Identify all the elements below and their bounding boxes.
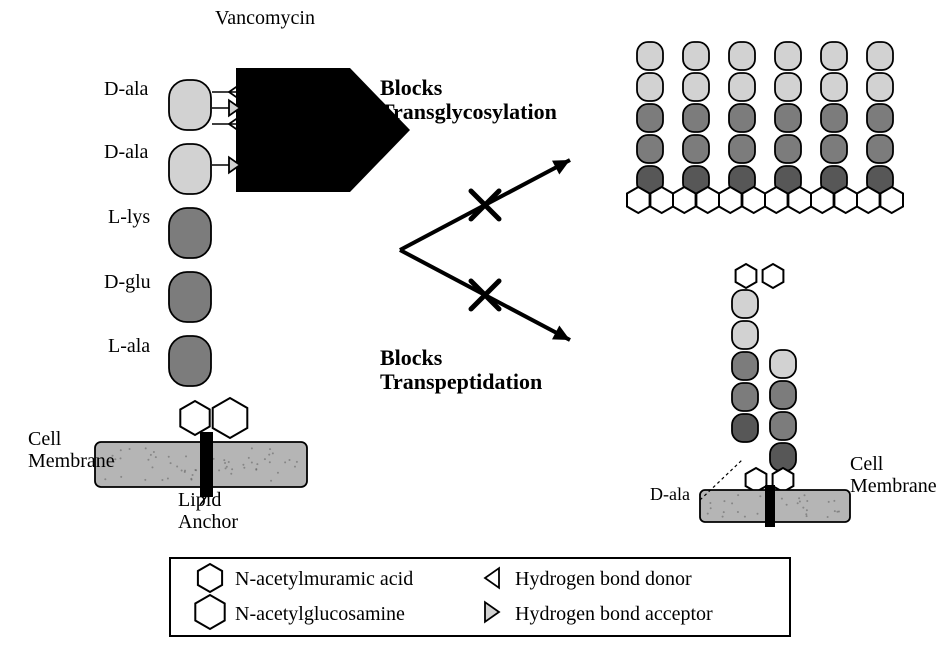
label-cell-membrane-left-line1: Cell [28, 428, 62, 450]
svg-text:Hydrogen bond donor: Hydrogen bond donor [515, 568, 692, 590]
diagram-stage: VancomycinD-alaD-alaL-lysD-gluL-alaCellM… [0, 0, 950, 649]
label-l-lys: L-lys [108, 206, 150, 228]
label-l-ala: L-ala [108, 335, 150, 357]
label-blocks-transglycosylation-line1: Blocks [380, 75, 443, 100]
label-cell-membrane-right-line1: Cell [850, 453, 884, 475]
label-cell-membrane-right-line2: Membrane [850, 475, 937, 497]
label-d-ala-1: D-ala [104, 78, 149, 100]
label-vancomycin: Vancomycin [215, 7, 315, 29]
svg-text:Hydrogen bond acceptor: Hydrogen bond acceptor [515, 603, 713, 625]
label-cell-membrane-left-line2: Membrane [28, 450, 115, 472]
svg-text:N-acetylglucosamine: N-acetylglucosamine [235, 603, 405, 625]
label-lipid-anchor-line2: Anchor [178, 511, 238, 533]
label-d-glu: D-glu [104, 271, 151, 293]
label-lipid-anchor-line1: Lipid [178, 489, 221, 511]
label-d-ala-2: D-ala [104, 141, 149, 163]
label-d-ala-right: D-ala [650, 484, 690, 504]
label-blocks-transpeptidation-line1: Blocks [380, 345, 443, 370]
diagram-svg: VancomycinD-alaD-alaL-lysD-gluL-alaCellM… [0, 0, 950, 649]
label-blocks-transglycosylation-line2: Transglycosylation [380, 99, 557, 124]
label-blocks-transpeptidation-line2: Transpeptidation [380, 369, 542, 394]
svg-text:N-acetylmuramic acid: N-acetylmuramic acid [235, 568, 413, 590]
